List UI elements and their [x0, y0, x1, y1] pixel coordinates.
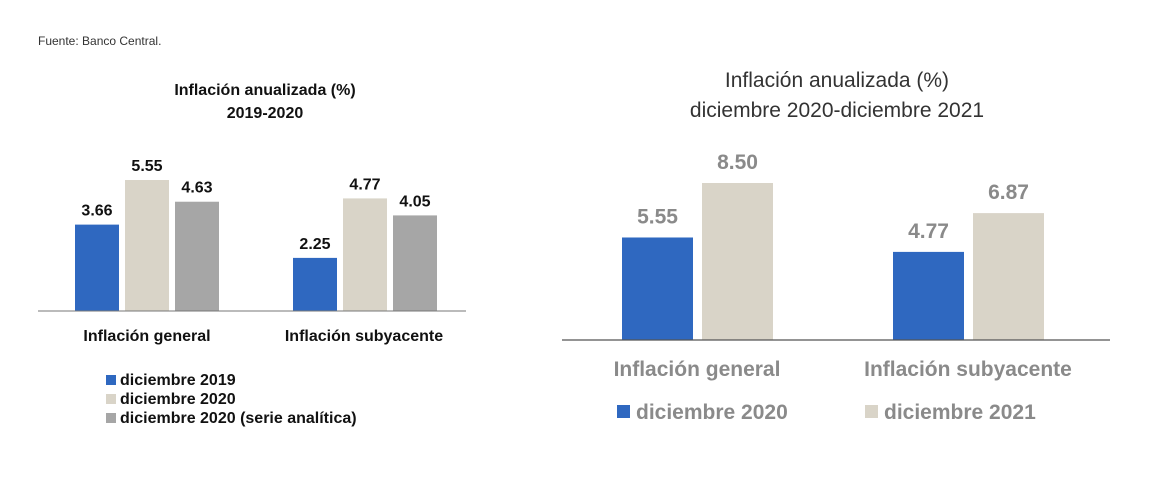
bar-value-label: 2.25: [299, 236, 330, 253]
legend-swatch: [617, 405, 630, 418]
chart-2: Inflación anualizada (%) diciembre 2020-…: [562, 69, 1110, 424]
legend-swatch: [106, 413, 116, 423]
source-note: Fuente: Banco Central.: [38, 34, 162, 48]
bar-value-label: 4.77: [908, 220, 949, 243]
bar-value-label: 3.66: [81, 203, 112, 220]
bar: [622, 237, 693, 340]
bar: [175, 201, 219, 311]
chart-1-bars: 3.66 2.25 5.55 4.77 4.63 4.05: [75, 158, 437, 311]
legend-swatch: [106, 375, 116, 385]
chart-1-subtitle: 2019-2020: [227, 105, 304, 122]
chart-2-category-label: Inflación general: [614, 358, 781, 381]
bar: [893, 251, 964, 340]
chart-2-legend: diciembre 2020 diciembre 2021: [617, 401, 1036, 424]
bar-value-label: 5.55: [131, 158, 162, 175]
chart-1-category-label: Inflación subyacente: [285, 328, 443, 345]
legend-label: diciembre 2019: [120, 372, 236, 389]
legend-label: diciembre 2020 (serie analítica): [120, 410, 357, 427]
bar: [393, 215, 437, 311]
bar: [125, 180, 169, 311]
chart-2-subtitle: diciembre 2020-diciembre 2021: [690, 99, 984, 122]
legend-swatch: [865, 405, 878, 418]
bar-value-label: 8.50: [717, 151, 758, 174]
chart-1: Inflación anualizada (%) 2019-2020 3.66 2…: [38, 82, 466, 427]
bar-value-label: 4.05: [399, 193, 430, 210]
chart-2-title: Inflación anualizada (%): [725, 69, 949, 92]
legend-label: diciembre 2020: [636, 401, 788, 424]
bar: [343, 198, 387, 311]
chart-1-title: Inflación anualizada (%): [174, 82, 355, 99]
legend-label: diciembre 2021: [884, 401, 1036, 424]
bar-value-label: 6.87: [988, 181, 1029, 204]
bar: [293, 257, 337, 311]
bar: [75, 224, 119, 311]
legend-label: diciembre 2020: [120, 391, 236, 408]
legend-swatch: [106, 394, 116, 404]
bar-value-label: 5.55: [637, 205, 678, 228]
chart-2-category-label: Inflación subyacente: [864, 358, 1072, 381]
bar: [973, 213, 1044, 340]
bar-value-label: 4.63: [181, 180, 212, 197]
chart-1-category-label: Inflación general: [83, 328, 210, 345]
chart-1-legend: diciembre 2019 diciembre 2020 diciembre …: [106, 372, 357, 427]
bar: [702, 183, 773, 340]
chart-2-bars: 5.55 4.77 8.50 6.87: [622, 151, 1044, 340]
bar-value-label: 4.77: [349, 176, 380, 193]
